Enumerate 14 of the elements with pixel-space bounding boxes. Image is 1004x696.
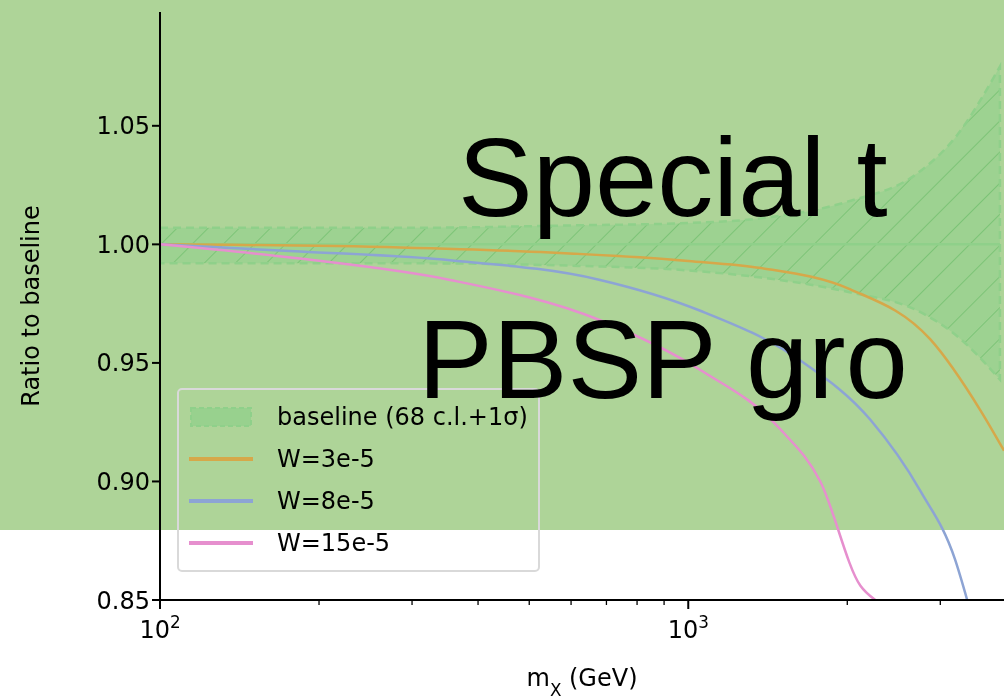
x-tick-label: 10$^{3}$ xyxy=(667,612,709,644)
y-tick-label: 1.00 xyxy=(96,230,150,259)
legend-label: W=8e-5 xyxy=(277,487,375,515)
legend-label: W=15e-5 xyxy=(277,529,391,557)
x-axis-title: m$_{X}$ (GeV) xyxy=(526,664,638,696)
legend-label: W=3e-5 xyxy=(277,445,375,473)
y-axis-title: Ratio to baseline xyxy=(16,205,45,407)
y-tick-label: 1.05 xyxy=(96,112,150,141)
y-tick-label: 0.85 xyxy=(96,586,150,615)
y-tick-label: 0.95 xyxy=(96,349,150,378)
x-tick-label: 10$^{2}$ xyxy=(139,612,181,644)
y-tick-label: 0.90 xyxy=(96,467,150,496)
legend-label: baseline (68 c.l.+1σ) xyxy=(277,403,528,431)
annotation: Special t xyxy=(458,115,888,240)
